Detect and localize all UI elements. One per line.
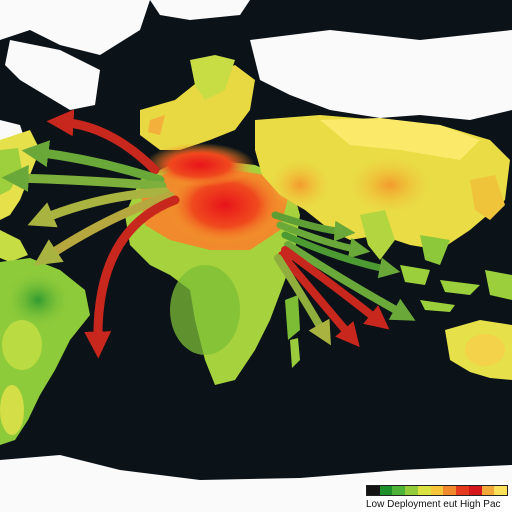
arrow-olive	[27, 187, 170, 228]
europe	[140, 55, 255, 150]
legend-swatch	[430, 486, 444, 495]
legend-swatch	[481, 486, 495, 495]
southeast-asia	[400, 265, 512, 312]
legend-swatch	[367, 486, 380, 495]
arrow-green	[1, 164, 167, 192]
arrow-red	[281, 246, 390, 330]
arrow-green	[276, 221, 371, 259]
map-legend: Low Deployment eut High Pac	[362, 482, 512, 512]
asia	[255, 115, 510, 265]
legend-swatch	[405, 486, 418, 495]
arrow-olive	[274, 254, 331, 346]
south-america	[0, 258, 90, 445]
legend-swatch	[417, 486, 431, 495]
legend-color-scale	[366, 485, 508, 496]
arrow-green	[281, 231, 401, 279]
flow-arrows	[1, 109, 416, 359]
legend-swatch	[443, 486, 457, 495]
arrow-red	[84, 195, 180, 359]
arrow-red	[278, 251, 360, 348]
legend-swatch	[494, 486, 508, 495]
madagascar	[290, 338, 300, 368]
hotspot-mediterranean	[145, 143, 255, 187]
arrow-olive	[33, 191, 175, 266]
legend-label: Low Deployment eut High Pac	[366, 499, 501, 510]
arrow-green	[21, 140, 165, 185]
legend-swatch	[456, 486, 469, 495]
legend-swatch	[468, 486, 482, 495]
arrow-green	[284, 241, 416, 321]
arrow-green	[271, 211, 356, 242]
legend-swatch	[379, 486, 393, 495]
legend-swatch	[392, 486, 406, 495]
australia	[445, 320, 512, 380]
africa	[125, 160, 300, 385]
arrow-red	[46, 109, 160, 175]
